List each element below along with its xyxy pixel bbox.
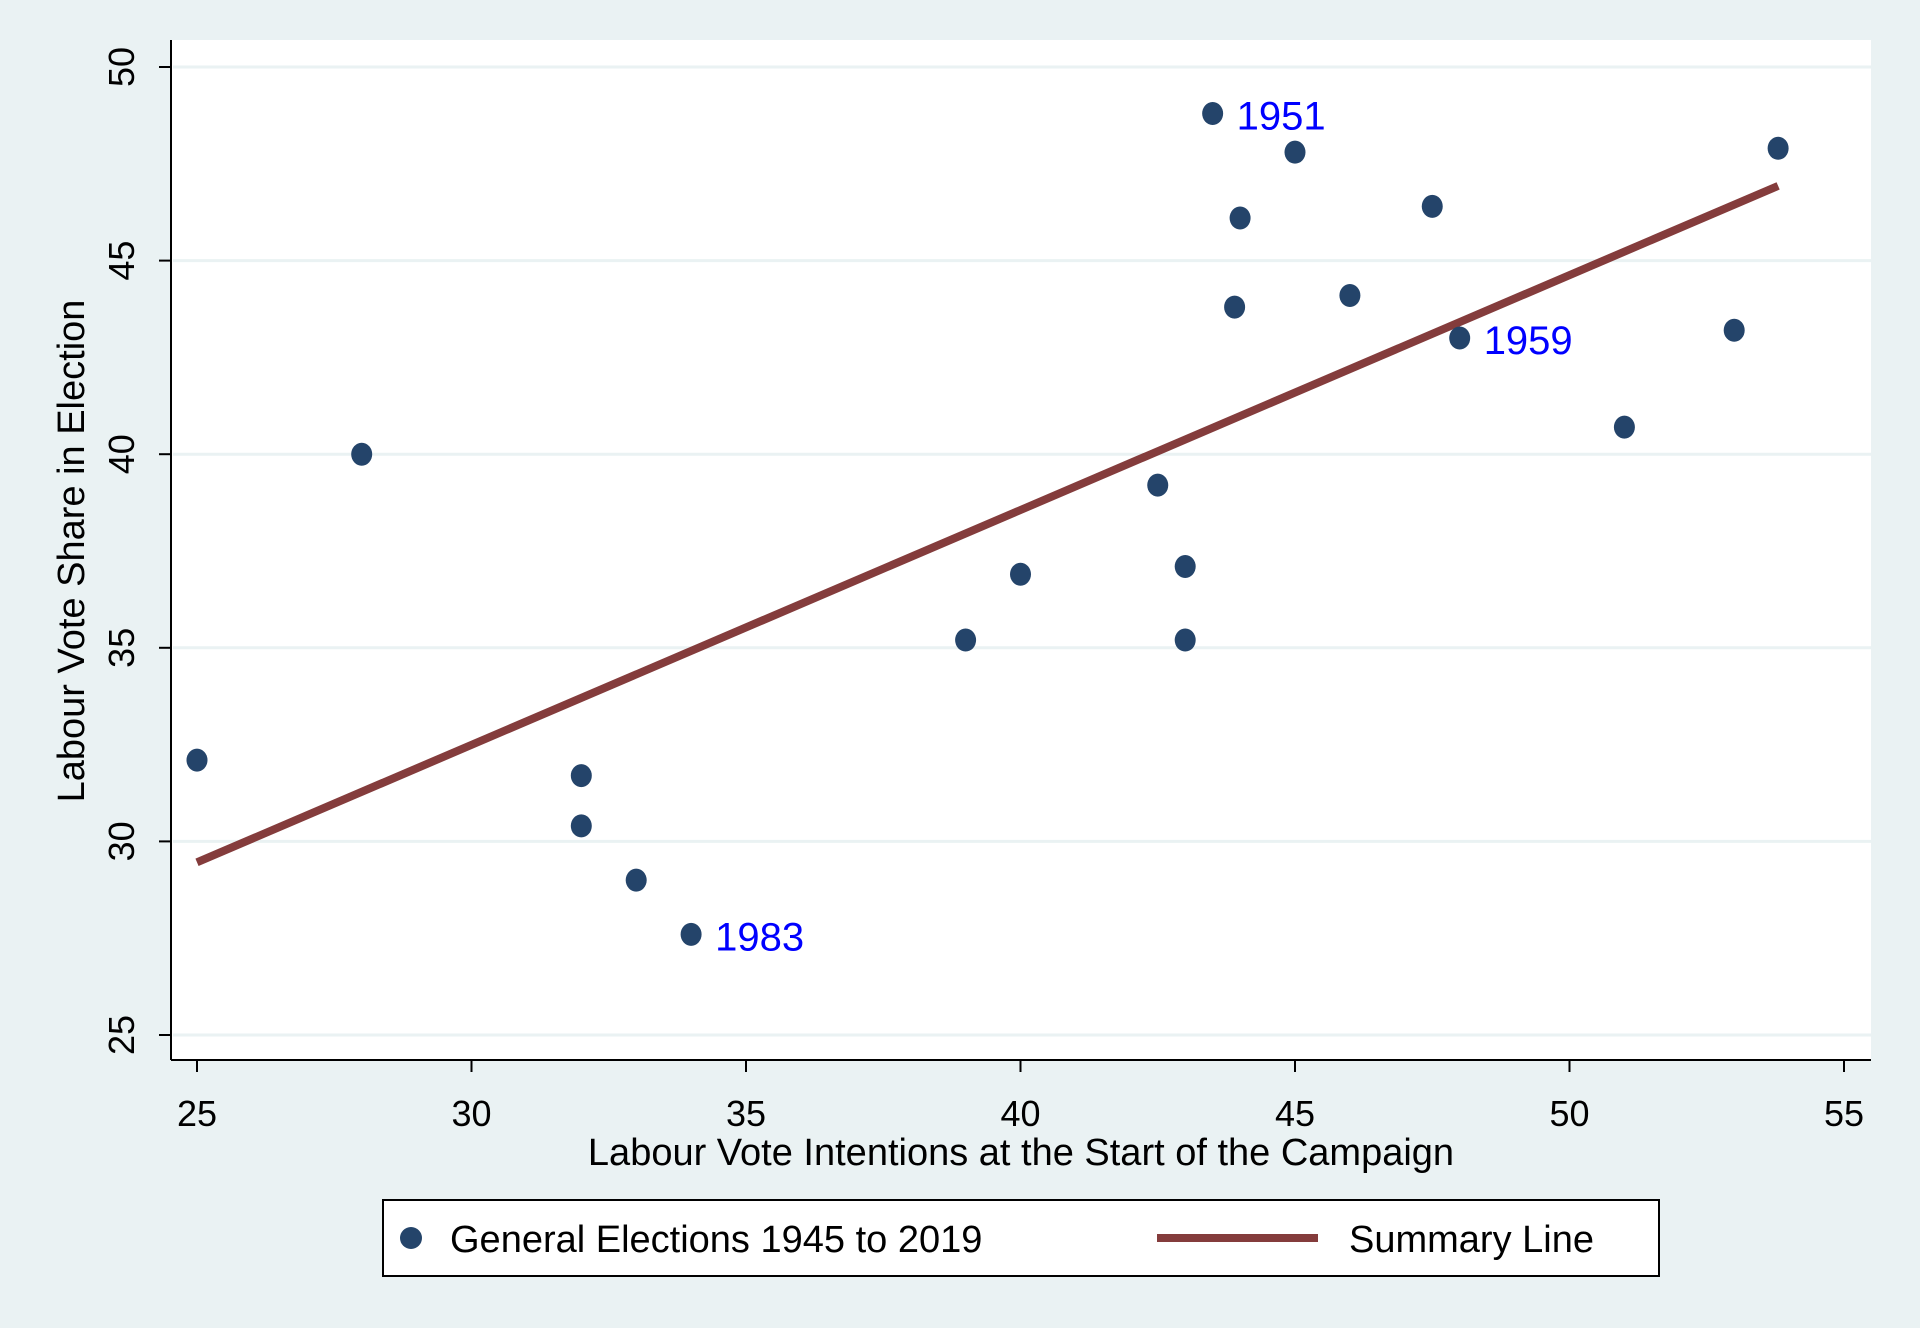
x-axis-title: Labour Vote Intentions at the Start of t… (588, 1132, 1454, 1174)
data-point (351, 442, 373, 466)
data-point (1174, 554, 1196, 578)
x-tick-label: 45 (1275, 1093, 1315, 1134)
x-tick-label: 50 (1549, 1093, 1589, 1134)
x-tick-label: 30 (451, 1093, 491, 1134)
data-point (680, 922, 702, 946)
data-point (1174, 628, 1196, 652)
legend-label-line: Summary Line (1349, 1219, 1594, 1261)
y-tick-label: 50 (101, 47, 142, 87)
y-tick-label: 45 (101, 241, 142, 281)
data-point (570, 764, 592, 788)
point-label: 1959 (1484, 319, 1573, 363)
data-point (1229, 206, 1251, 230)
data-point (1767, 136, 1789, 160)
data-point (955, 628, 977, 652)
point-label: 1951 (1237, 94, 1326, 138)
data-point (1339, 283, 1361, 307)
data-point (1224, 295, 1246, 319)
x-tick-label: 25 (177, 1093, 217, 1134)
x-tick-label: 40 (1000, 1093, 1040, 1134)
point-label: 1983 (715, 915, 804, 959)
x-tick-label: 35 (726, 1093, 766, 1134)
data-point (1010, 562, 1031, 586)
data-point (1723, 318, 1745, 342)
legend-marker-points (400, 1227, 422, 1249)
x-tick-label: 55 (1824, 1093, 1864, 1134)
y-tick-label: 30 (101, 821, 142, 861)
data-point (1284, 140, 1306, 164)
y-tick-label: 35 (101, 628, 142, 668)
data-point (1147, 473, 1169, 497)
data-point (186, 748, 208, 772)
data-point (570, 814, 592, 838)
data-point (625, 868, 647, 892)
legend: General Elections 1945 to 2019 Summary L… (382, 1199, 1660, 1277)
legend-label-points: General Elections 1945 to 2019 (450, 1219, 982, 1261)
data-point (1613, 415, 1635, 439)
data-point (1449, 326, 1471, 350)
data-point (1202, 101, 1224, 125)
y-axis-title: Labour Vote Share in Election (51, 300, 93, 803)
data-point (1421, 194, 1443, 218)
summary-line (195, 182, 1780, 866)
plot-area (171, 40, 1871, 1060)
y-tick-label: 25 (101, 1015, 142, 1055)
y-tick-label: 40 (101, 434, 142, 474)
